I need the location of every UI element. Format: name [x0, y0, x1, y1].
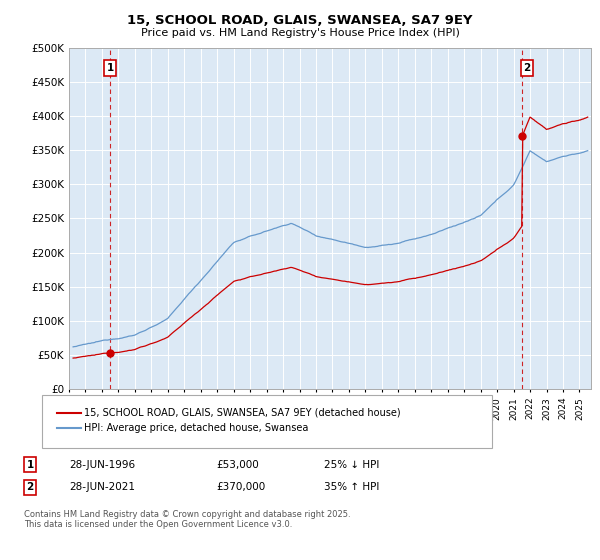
Text: £370,000: £370,000 [216, 482, 265, 492]
Text: 15, SCHOOL ROAD, GLAIS, SWANSEA, SA7 9EY (detached house): 15, SCHOOL ROAD, GLAIS, SWANSEA, SA7 9EY… [84, 408, 401, 418]
Text: 1: 1 [107, 63, 114, 73]
Text: HPI: Average price, detached house, Swansea: HPI: Average price, detached house, Swan… [84, 423, 308, 433]
Text: 2: 2 [523, 63, 530, 73]
Text: Price paid vs. HM Land Registry's House Price Index (HPI): Price paid vs. HM Land Registry's House … [140, 28, 460, 38]
Text: Contains HM Land Registry data © Crown copyright and database right 2025.
This d: Contains HM Land Registry data © Crown c… [24, 510, 350, 529]
Text: 28-JUN-2021: 28-JUN-2021 [69, 482, 135, 492]
Text: 15, SCHOOL ROAD, GLAIS, SWANSEA, SA7 9EY: 15, SCHOOL ROAD, GLAIS, SWANSEA, SA7 9EY [127, 14, 473, 27]
Text: 25% ↓ HPI: 25% ↓ HPI [324, 460, 379, 470]
Text: 1: 1 [26, 460, 34, 470]
Text: £53,000: £53,000 [216, 460, 259, 470]
Text: 35% ↑ HPI: 35% ↑ HPI [324, 482, 379, 492]
Text: 2: 2 [26, 482, 34, 492]
Text: 28-JUN-1996: 28-JUN-1996 [69, 460, 135, 470]
